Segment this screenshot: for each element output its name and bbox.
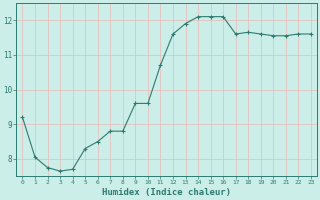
X-axis label: Humidex (Indice chaleur): Humidex (Indice chaleur) xyxy=(102,188,231,197)
